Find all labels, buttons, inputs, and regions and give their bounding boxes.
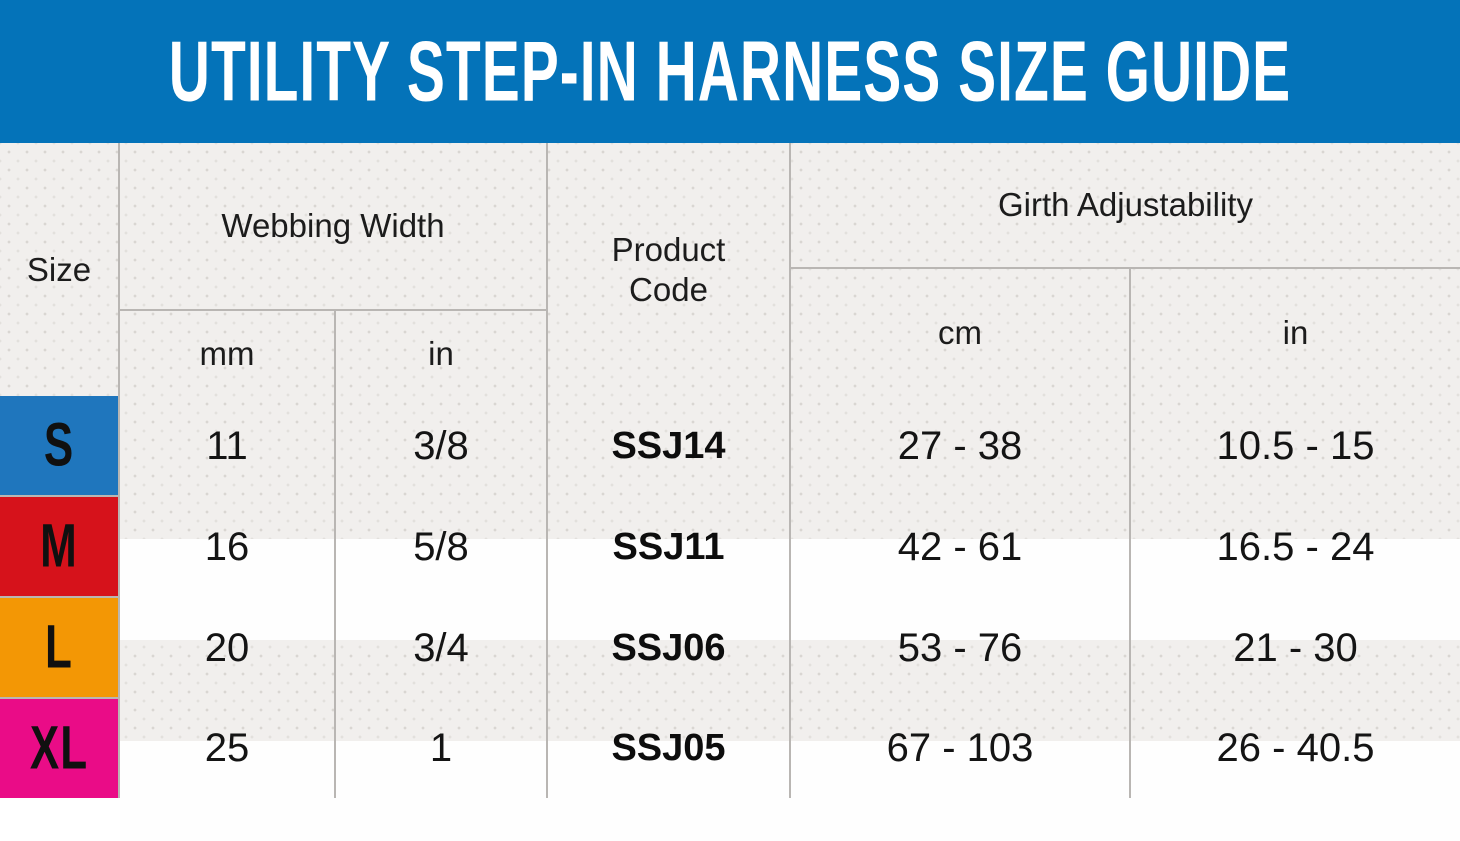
value-xl-webbing-mm: 25 <box>204 725 250 770</box>
cell-l-girth-in: 21 - 30 <box>1131 598 1460 698</box>
value-m-girth-cm: 42 - 61 <box>897 525 1023 569</box>
value-s-girth-in: 10.5 - 15 <box>1216 424 1375 468</box>
value-l-girth-cm: 53 - 76 <box>897 625 1023 670</box>
value-m-webbing-mm: 16 <box>204 525 250 569</box>
value-s-webbing-mm: 11 <box>206 424 248 468</box>
value-m-girth-in: 16.5 - 24 <box>1216 525 1375 569</box>
cell-m-girth-in: 16.5 - 24 <box>1131 497 1460 598</box>
gridline-horizontal <box>120 309 546 311</box>
unit-header-girth-in: in <box>1131 269 1460 396</box>
value-xl-webbing-in: 1 <box>429 725 453 770</box>
value-l-webbing-mm: 20 <box>204 625 250 670</box>
gridline-vertical <box>1129 269 1131 798</box>
value-xl-girth-in: 26 - 40.5 <box>1216 725 1375 770</box>
cell-m-webbing-in: 5/8 <box>336 497 546 598</box>
size-guide-page: UTILITY STEP-IN HARNESS SIZE GUIDE Size … <box>0 0 1460 798</box>
unit-header-girth-in-label: in <box>1282 313 1309 351</box>
col-header-webbing-width-label: Webbing Width <box>221 207 445 245</box>
value-l-product-code: SSJ06 <box>611 626 726 669</box>
gridline-vertical <box>789 143 791 798</box>
cell-m-girth-cm: 42 - 61 <box>791 497 1129 598</box>
cell-l-girth-cm: 53 - 76 <box>791 598 1129 698</box>
cell-xl-webbing-in: 1 <box>336 698 546 798</box>
unit-header-webbing-in-label: in <box>428 334 454 372</box>
cell-xl-girth-cm: 67 - 103 <box>791 698 1129 798</box>
value-m-product-code: SSJ11 <box>612 526 725 568</box>
cell-xl-girth-in: 26 - 40.5 <box>1131 698 1460 798</box>
cell-s-product-code: SSJ14 <box>548 396 789 497</box>
cell-l-webbing-mm: 20 <box>120 598 334 698</box>
col-header-size: Size <box>0 143 118 396</box>
cell-s-webbing-mm: 11 <box>120 396 334 497</box>
value-l-girth-in: 21 - 30 <box>1233 625 1358 670</box>
unit-header-girth-cm: cm <box>791 269 1129 396</box>
size-column: S M L XL <box>0 396 118 798</box>
col-header-product-code-label: Product Code <box>611 230 726 308</box>
cell-s-webbing-in: 3/8 <box>336 396 546 497</box>
cell-m-product-code: SSJ11 <box>548 497 789 598</box>
col-header-size-label: Size <box>26 250 92 288</box>
cell-s-girth-cm: 27 - 38 <box>791 396 1129 497</box>
cell-l-webbing-in: 3/4 <box>336 598 546 698</box>
cell-xl-product-code: SSJ05 <box>548 698 789 798</box>
cell-m-webbing-mm: 16 <box>120 497 334 598</box>
page-title: UTILITY STEP-IN HARNESS SIZE GUIDE <box>168 23 1292 120</box>
size-box-xl: XL <box>0 699 118 798</box>
unit-header-webbing-in: in <box>336 311 546 396</box>
gridline-vertical <box>118 143 120 798</box>
value-s-webbing-in: 3/8 <box>413 424 469 468</box>
size-label-l: L <box>45 612 73 682</box>
banner: UTILITY STEP-IN HARNESS SIZE GUIDE <box>0 0 1460 143</box>
value-m-webbing-in: 5/8 <box>413 525 469 569</box>
col-header-webbing-width: Webbing Width <box>120 143 546 309</box>
gridline-vertical <box>546 143 548 798</box>
unit-header-girth-cm-label: cm <box>938 313 982 351</box>
cell-l-product-code: SSJ06 <box>548 598 789 698</box>
unit-header-webbing-mm: mm <box>120 311 334 396</box>
cell-xl-webbing-mm: 25 <box>120 698 334 798</box>
size-label-s: S <box>43 410 75 480</box>
size-box-m: M <box>0 497 118 596</box>
size-label-m: M <box>40 511 78 581</box>
value-s-product-code: SSJ14 <box>611 425 726 467</box>
value-s-girth-cm: 27 - 38 <box>897 424 1023 468</box>
col-header-girth-adjustability-label: Girth Adjustability <box>998 186 1253 224</box>
size-label-xl: XL <box>29 713 89 783</box>
unit-header-webbing-mm-label: mm <box>199 334 255 372</box>
gridline-horizontal <box>791 267 1460 269</box>
col-header-girth-adjustability: Girth Adjustability <box>791 143 1460 267</box>
value-xl-girth-cm: 67 - 103 <box>886 725 1034 770</box>
size-box-l: L <box>0 598 118 697</box>
value-xl-product-code: SSJ05 <box>611 726 726 769</box>
value-l-webbing-in: 3/4 <box>413 625 469 670</box>
col-header-product-code: Product Code <box>548 143 789 396</box>
size-box-s: S <box>0 396 118 495</box>
gridline-vertical <box>334 311 336 798</box>
cell-s-girth-in: 10.5 - 15 <box>1131 396 1460 497</box>
